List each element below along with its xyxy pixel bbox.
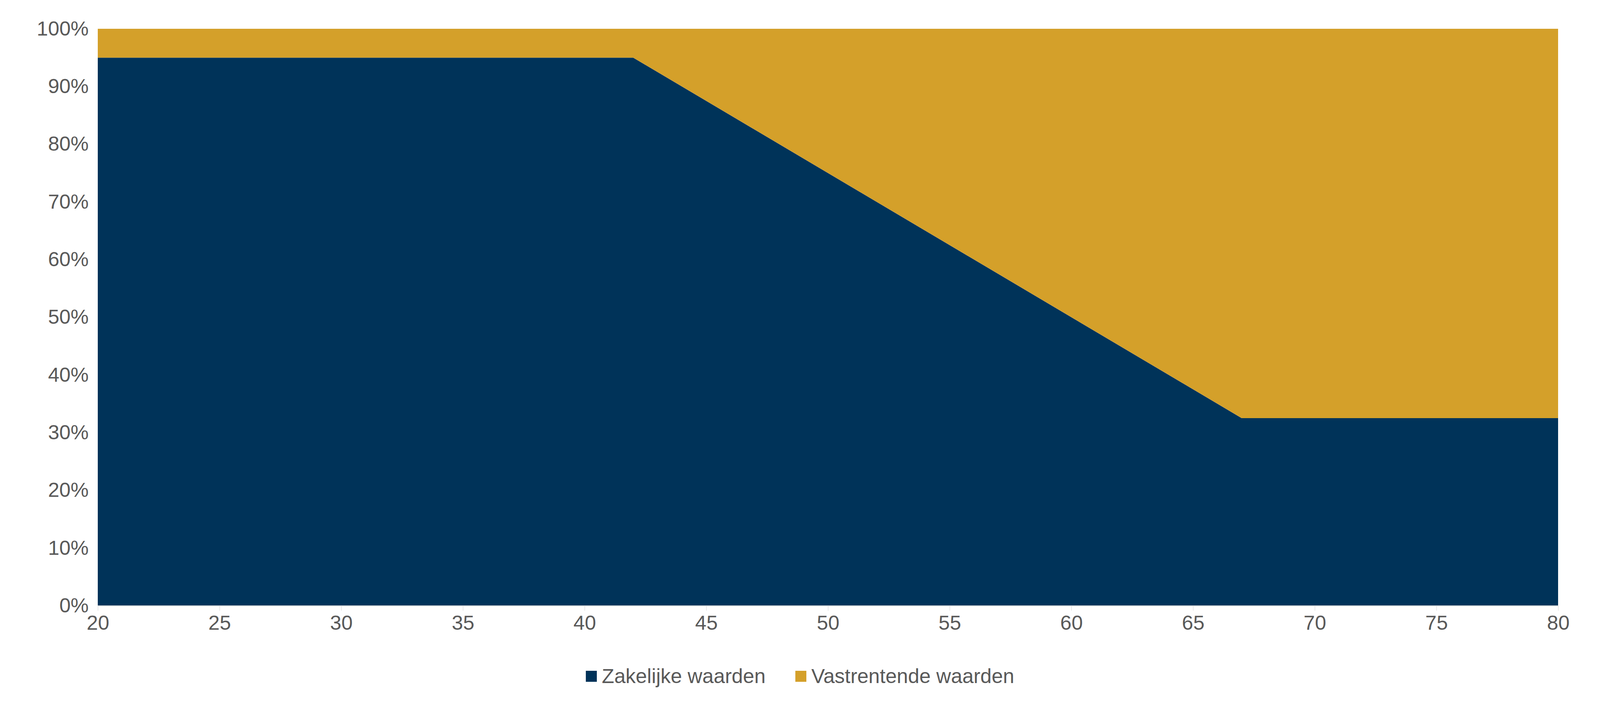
svg-text:90%: 90% <box>47 74 89 98</box>
html-text:Vastrentende waarden: Vastrentende waarden <box>811 664 1015 688</box>
svg-text:70%: 70% <box>47 190 89 213</box>
svg-text:100%: 100% <box>36 17 89 40</box>
svg-text:65: 65 <box>1181 611 1205 635</box>
svg-text:60: 60 <box>1060 611 1083 635</box>
html-text:Zakelijke waarden: Zakelijke waarden <box>601 664 766 688</box>
svg-text:70: 70 <box>1303 611 1327 635</box>
svg-text:30: 30 <box>330 611 353 635</box>
svg-text:20: 20 <box>86 611 110 635</box>
svg-text:35: 35 <box>451 611 475 635</box>
svg-text:40: 40 <box>573 611 596 635</box>
svg-text:55: 55 <box>938 611 961 635</box>
svg-text:25: 25 <box>208 611 231 635</box>
svg-text:80%: 80% <box>47 132 89 155</box>
svg-text:10%: 10% <box>47 536 89 560</box>
svg-text:80: 80 <box>1547 611 1570 635</box>
svg-text:30%: 30% <box>47 421 89 444</box>
svg-text:75: 75 <box>1425 611 1448 635</box>
svg-text:50%: 50% <box>47 305 89 329</box>
svg-text:50: 50 <box>816 611 840 635</box>
svg-text:60%: 60% <box>47 248 89 271</box>
svg-text:45: 45 <box>695 611 718 635</box>
svg-text:0%: 0% <box>59 594 89 617</box>
svg-text:40%: 40% <box>47 363 89 387</box>
svg-text:20%: 20% <box>47 478 89 502</box>
